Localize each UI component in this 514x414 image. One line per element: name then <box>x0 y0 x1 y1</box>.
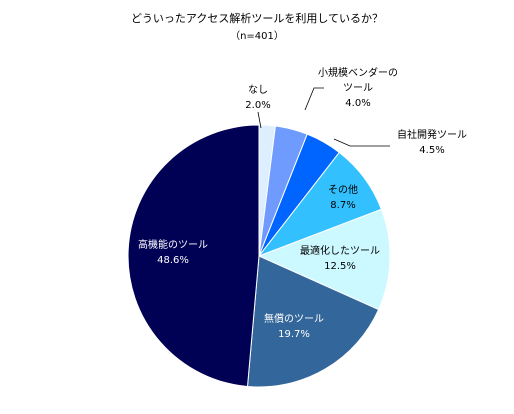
slice-value-7: 48.6% <box>157 255 189 266</box>
slice-label-2-line-2: ツール <box>343 83 373 94</box>
slice-value-3: 4.5% <box>419 145 444 156</box>
pie-slices <box>127 124 391 388</box>
leader-line-1 <box>257 111 262 129</box>
chart-subtitle: （n=401） <box>230 30 284 42</box>
slice-label-2-line-1: 小規模ベンダーの <box>318 66 398 79</box>
slice-value-1: 2.0% <box>245 100 270 111</box>
leader-line-3 <box>333 138 390 147</box>
slice-label-4-line-1: その他 <box>328 183 358 196</box>
leader-lines <box>257 87 390 147</box>
slice-label-7-line-1: 高機能のツール <box>138 238 208 251</box>
pie-slice-6 <box>246 255 380 388</box>
slice-value-4: 8.7% <box>330 200 355 211</box>
slice-label-5-line-1: 最適化したツール <box>300 244 380 257</box>
leader-line-2 <box>304 87 324 111</box>
slice-label-1-line-1: なし <box>248 84 268 96</box>
slice-value-2: 4.0% <box>345 98 370 109</box>
pie-slice-5 <box>257 208 391 311</box>
slice-value-6: 19.7% <box>278 329 310 340</box>
slice-label-6-line-1: 無償のツール <box>264 312 324 325</box>
slice-value-5: 12.5% <box>324 261 356 272</box>
slice-label-3-line-1: 自社開発ツール <box>397 128 467 141</box>
chart-title: どういったアクセス解析ツールを利用しているか？ <box>131 11 383 25</box>
pie-slice-7 <box>127 124 260 388</box>
